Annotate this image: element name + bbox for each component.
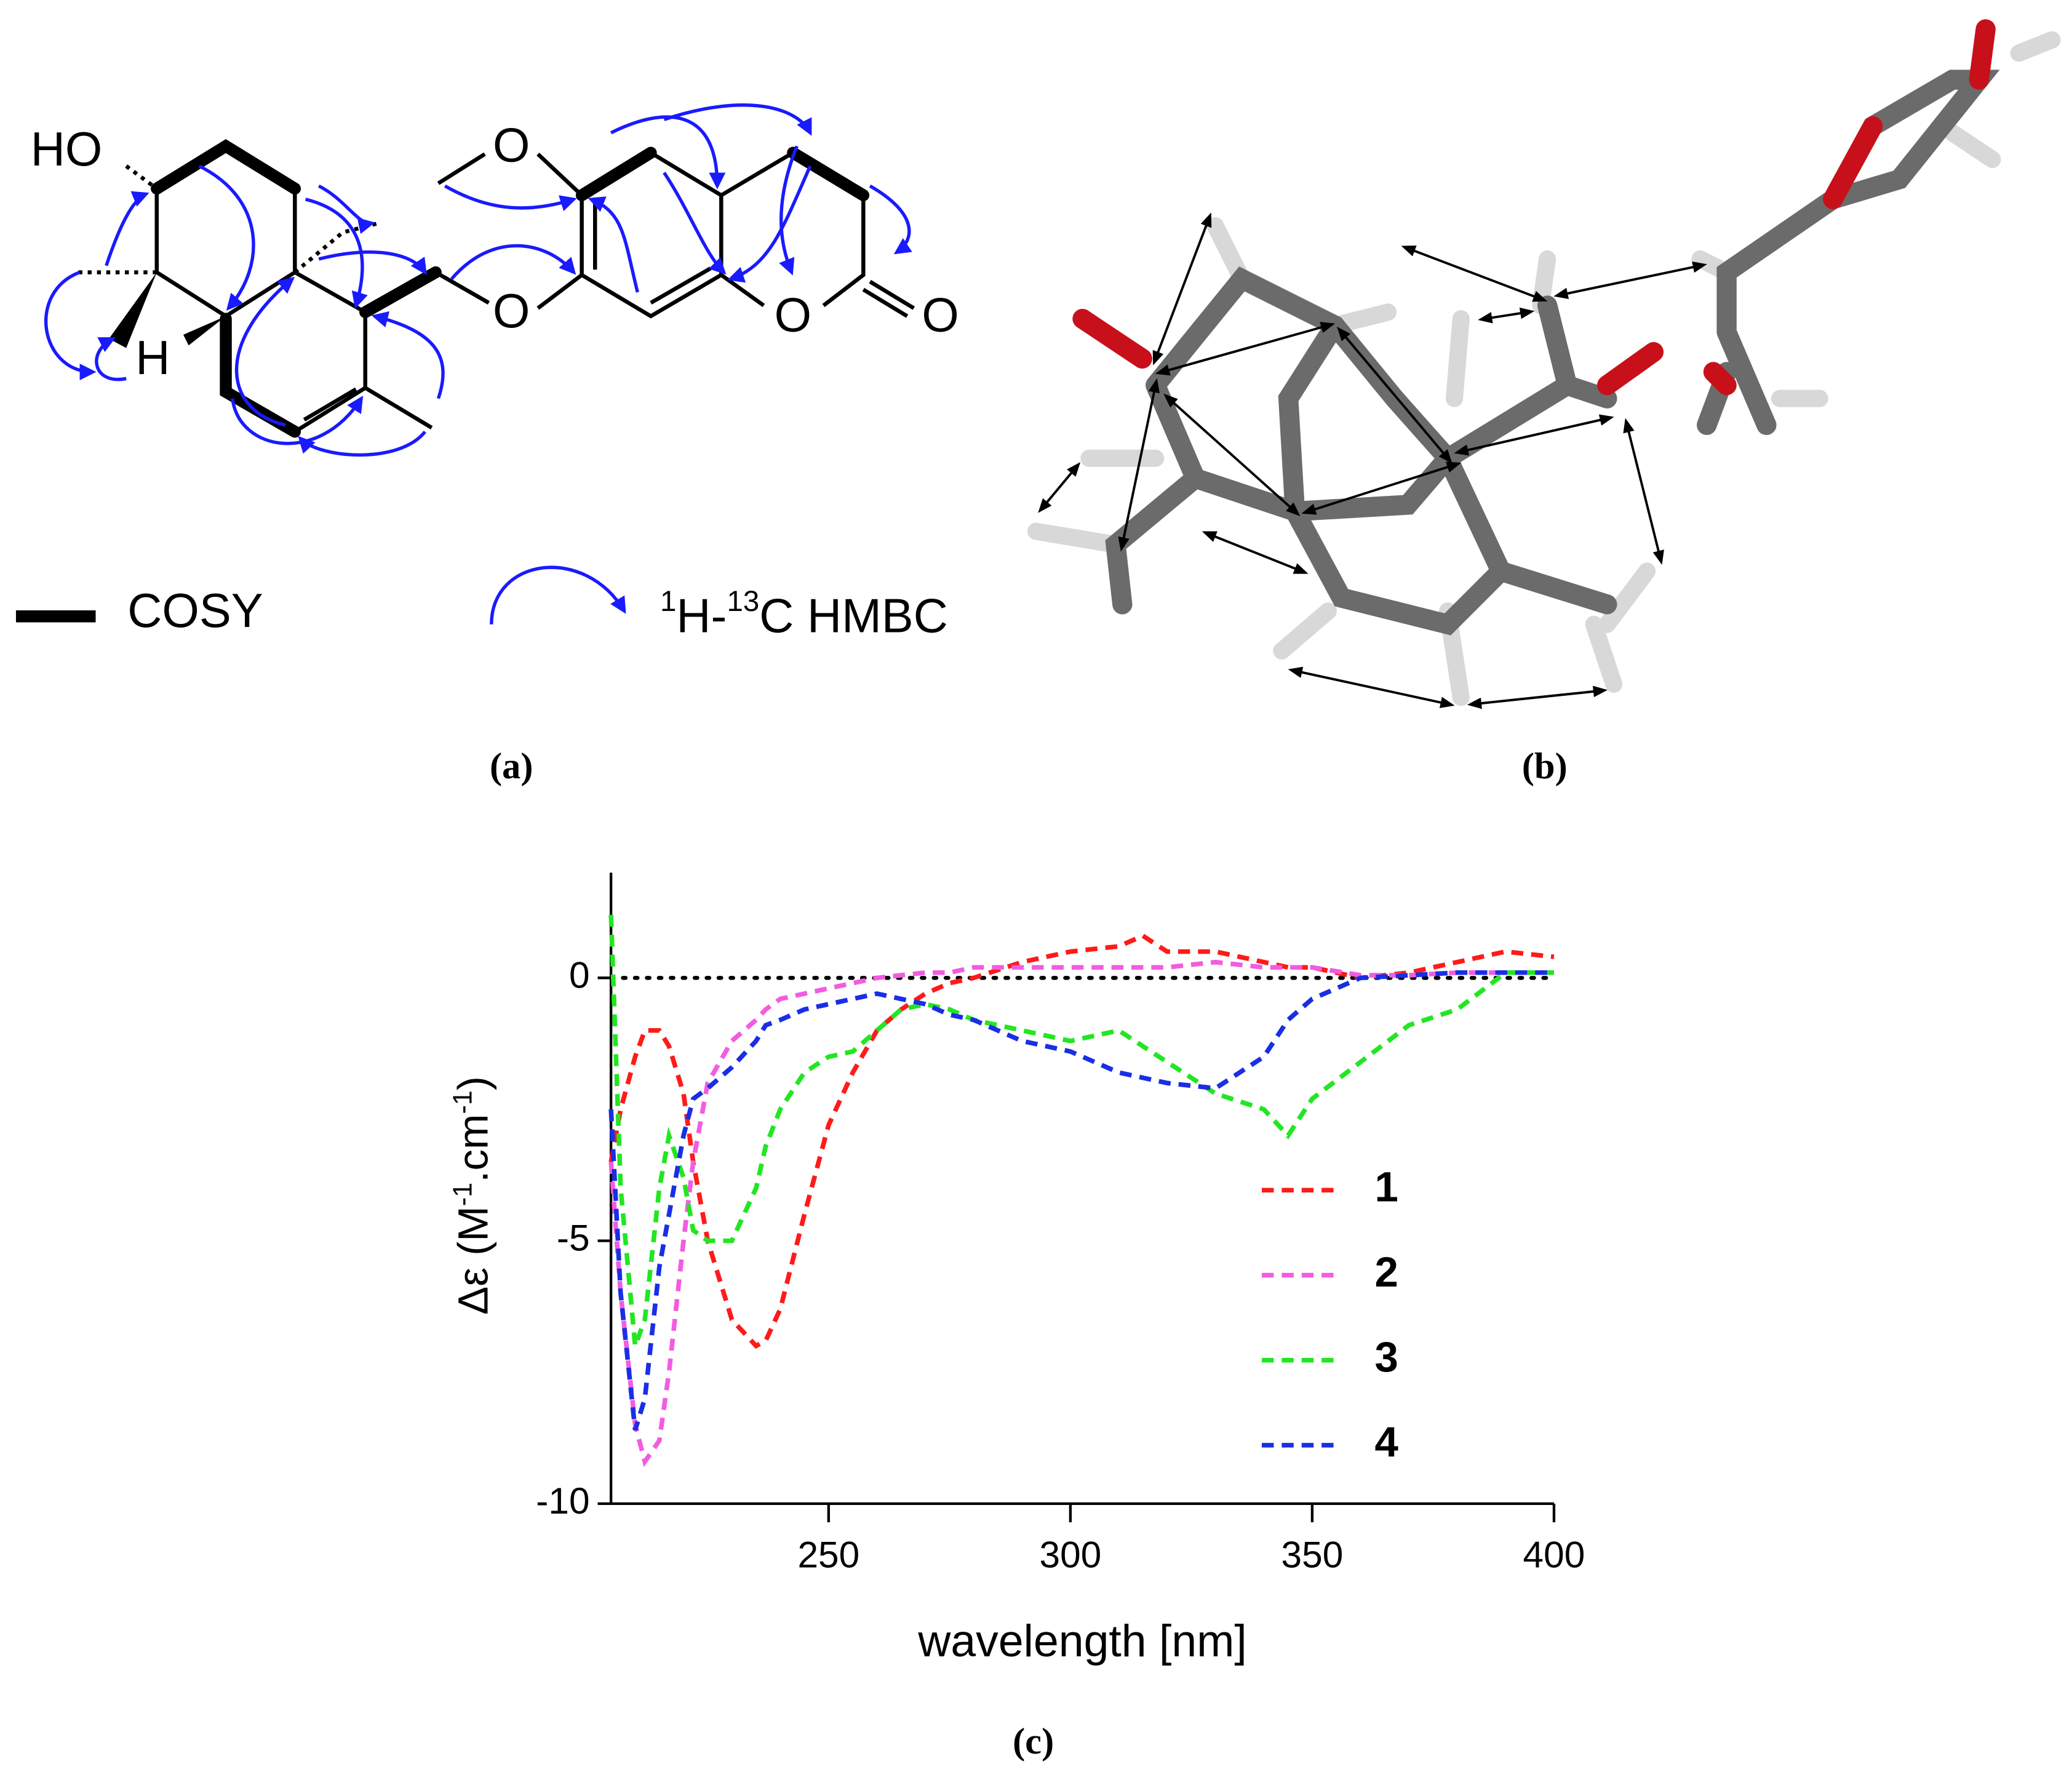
hmbc-arrow [234,276,295,427]
hmbc-arrow [231,396,364,445]
x-tick-label: 350 [1281,1534,1344,1576]
y-axis-label: Δε (M-1.cm-1) [448,1076,496,1315]
hmbc-arrow [371,311,445,399]
panel-label: (a) [490,746,533,787]
y-tick-label: 0 [569,954,590,996]
hmbc-arrow [44,271,97,380]
cd-curve [608,970,1554,1431]
noe-arrow [1467,685,1608,709]
hmbc-arrow [317,184,375,234]
atom-label: O [775,289,811,342]
x-axis-label: wavelength [nm] [917,1616,1246,1666]
atom-label: O [493,119,530,172]
panel-label: (b) [1522,746,1568,787]
cosy-bond [359,266,442,319]
superscript: -1 [448,1090,477,1114]
cd-curve [608,933,1555,1349]
cosy-label: COSY [127,585,263,637]
text: H- [676,590,727,643]
cosy-bond [220,313,301,438]
y-tick-label: -5 [557,1217,590,1259]
sup: 13 [727,585,759,618]
hmbc-arrow [727,165,812,283]
superscript: -1 [448,1183,477,1206]
panel-label: (c) [1013,1721,1054,1762]
hmbc-arrow [450,244,576,281]
hmbc-arrow [610,115,726,190]
noe-arrow [1553,261,1707,300]
x-tick-label: 250 [797,1534,859,1576]
hmbc-arrow [318,250,427,276]
legend-label: 1 [1375,1163,1398,1211]
noe-arrow [1038,461,1081,513]
bond [293,270,433,434]
hmbc-arrow [298,430,427,457]
noe-arrow [1454,414,1614,456]
noe-arrow [1337,326,1452,464]
hmbc-arrow [869,184,912,255]
noe-arrow [1118,378,1160,552]
noe-arrow [1623,418,1664,565]
hmbc-arrow [663,172,727,275]
hmbc-key [490,565,626,625]
oxygen-bonds [1072,19,1996,396]
bond [434,270,490,305]
wedge [109,272,226,348]
legend-label: 3 [1375,1333,1398,1381]
atom-label: HO [31,123,103,176]
structure [15,103,915,625]
hmbc-arrow [105,191,149,266]
noe-arrow [1288,666,1455,708]
noe-arrow [1201,531,1309,574]
molecular-model [1027,19,2061,709]
text: ) [448,1076,496,1090]
hmbc-arrow [198,164,255,311]
x-tick-label: 300 [1039,1534,1101,1576]
noe-arrow [1478,307,1535,324]
text: Δε (M [448,1206,496,1315]
hmbc-arrow [444,184,577,212]
noe-arrow [1152,212,1212,365]
hmbc-arrow [663,103,812,136]
legend-label: 4 [1375,1418,1399,1466]
cosy-bond [575,146,870,202]
cosy-bond [151,139,301,195]
hmbc-arrow [305,198,368,309]
noe-arrow [1301,461,1462,515]
hmbc-arrow [779,145,799,276]
noe-arrow [1401,245,1548,302]
legend-label: 2 [1375,1248,1398,1296]
noe-arrow [1163,393,1301,516]
hmbc-label: 1H-13C HMBC [660,585,948,643]
sup: 1 [660,585,676,618]
hmbc-arrow [588,196,639,293]
hydrogen-bonds [1027,31,2061,706]
cd-curve [608,959,1554,1467]
text: .cm [448,1114,496,1183]
atom-label: O [922,289,958,342]
y-tick-label: -10 [536,1480,589,1522]
hmbc-arrow [95,337,127,381]
atom-label: H [135,332,170,385]
x-tick-label: 400 [1523,1534,1585,1576]
text: C HMBC [759,590,948,643]
atom-label: O [493,285,530,338]
